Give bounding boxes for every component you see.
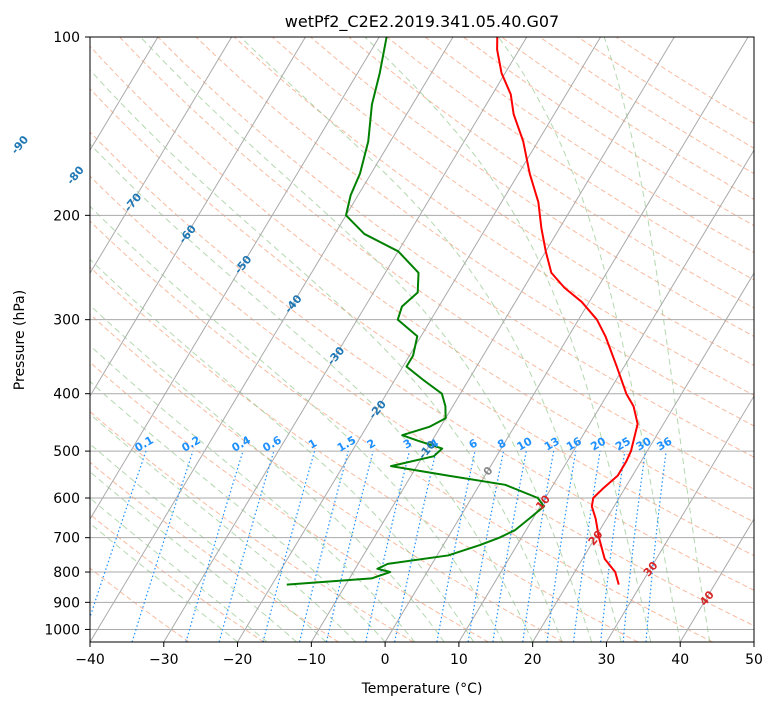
y-tick-label: 800 [53, 565, 80, 581]
x-tick-label: 40 [671, 652, 689, 668]
temperature-line [496, 37, 639, 585]
dry-adiabat-line [348, 37, 754, 309]
x-tick-label: 50 [745, 652, 763, 668]
moist-adiabat-line [498, 37, 681, 642]
mixing-ratio-line [546, 450, 577, 642]
y-tick-label: 500 [53, 444, 80, 460]
isotherm-line [384, 37, 749, 642]
mixing-ratio-line [131, 450, 194, 642]
plot-frame [89, 36, 755, 643]
dewpoint-line [286, 37, 545, 586]
isotherm-line [90, 37, 454, 642]
moist-adiabat-line [90, 69, 563, 642]
mixing-ratio-line [600, 451, 626, 642]
isotherm-line [606, 395, 754, 642]
mixing-ratio-line [645, 451, 667, 642]
x-tick-label: −40 [75, 652, 105, 668]
isotherm-line [679, 518, 754, 642]
mixing-ratio-lines [90, 450, 667, 642]
x-tick-label: 0 [381, 652, 390, 668]
x-tick-label: −20 [223, 652, 253, 668]
x-tick-label: −10 [297, 652, 327, 668]
y-tick-label: 300 [53, 313, 80, 329]
y-tick-label: 600 [53, 491, 80, 507]
dry-adiabat-line [90, 88, 754, 557]
mixing-ratio-line [218, 450, 275, 642]
y-tick-label: 200 [53, 208, 80, 224]
isotherm-line [90, 37, 233, 275]
isotherm-line [163, 37, 528, 642]
dry-adiabat-line [90, 220, 713, 642]
moist-adiabat-line [240, 37, 622, 642]
mixing-ratio-line [185, 450, 244, 642]
moist-adiabat-line [90, 443, 327, 642]
mixing-ratio-line [298, 450, 349, 642]
sounding-series [286, 37, 639, 586]
isotherm-line [532, 272, 754, 642]
x-axis: −40 −30 −20 −10 0 10 20 30 40 50 [75, 642, 763, 668]
dry-adiabat-line [90, 45, 754, 523]
isotherm-line [90, 37, 159, 152]
mixing-ratio-line [262, 450, 316, 642]
dry-adiabat-line [90, 410, 414, 642]
y-tick-label: 400 [53, 387, 80, 403]
y-tick-label: 900 [53, 595, 80, 611]
dry-adiabat-line [90, 313, 564, 642]
isotherm-line [310, 37, 675, 642]
moist-adiabat-line [364, 37, 652, 642]
dry-adiabat-line [310, 37, 754, 337]
mixing-ratio-line [622, 451, 646, 642]
y-axis-title: Pressure (hPa) [12, 290, 28, 390]
isotherm-line [237, 37, 601, 642]
chart-title: wetPf2_C2E2.2019.341.05.40.G07 [285, 12, 559, 32]
dry-adiabat-line [90, 361, 489, 642]
moist-adiabat-line [90, 413, 356, 642]
isotherm-line [90, 37, 380, 521]
mixing-ratio-line [325, 450, 374, 642]
y-tick-label: 100 [53, 30, 80, 46]
dry-adiabats [90, 37, 754, 642]
moist-adiabat-line [90, 471, 297, 642]
y-tick-label: 700 [53, 531, 80, 547]
dry-adiabat-line [90, 461, 339, 642]
y-axis: 100 200 300 400 500 600 700 800 900 1000 [44, 30, 90, 638]
mixing-ratio-line [522, 450, 555, 642]
moist-adiabat-line [90, 304, 445, 642]
isotherm-line [458, 149, 754, 642]
dry-adiabat-line [90, 266, 639, 642]
moist-adiabat-line [90, 380, 386, 642]
dry-adiabat-line [90, 513, 265, 642]
dry-adiabat-line [90, 131, 754, 591]
mixing-ratio-line [572, 451, 601, 642]
isotherm-line [90, 37, 306, 398]
x-tick-label: 30 [598, 652, 616, 668]
moist-adiabat-line [90, 258, 475, 642]
moist-adiabat-line [140, 37, 593, 642]
skewed-isotherms [90, 37, 754, 642]
mixing-ratio-line [365, 450, 410, 642]
x-tick-label: −30 [149, 652, 179, 668]
x-tick-label: 20 [524, 652, 542, 668]
moist-adiabat-line [90, 143, 534, 642]
dry-adiabat-line [157, 37, 754, 458]
isobar-grid [90, 37, 754, 630]
x-axis-title: Temperature (°C) [361, 681, 483, 697]
dry-adiabat-line [90, 175, 754, 627]
dry-adiabat-line [195, 37, 754, 427]
moist-adiabat-line [90, 205, 504, 642]
moist-adiabat-line [603, 37, 711, 642]
y-tick-label: 1000 [44, 622, 80, 638]
dry-adiabat-line [272, 37, 754, 367]
dry-adiabat-line [119, 37, 754, 490]
x-tick-label: 10 [450, 652, 468, 668]
